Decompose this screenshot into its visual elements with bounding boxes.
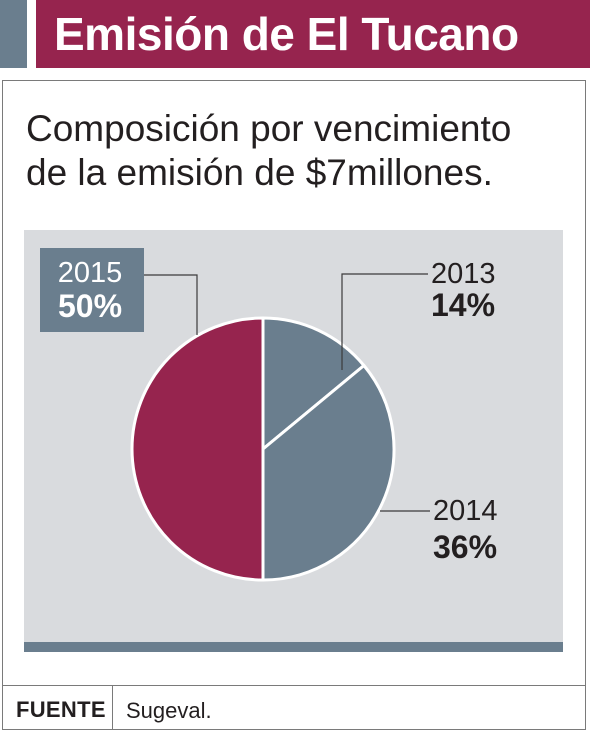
chart-title: Composición por vencimiento de la emisió… <box>26 107 576 195</box>
slice-value-2013: 14% <box>431 287 495 323</box>
header-accent-block <box>0 0 27 68</box>
footer-divider <box>112 686 113 730</box>
leader-line-2015 <box>144 274 198 335</box>
slice-label-2015: 2015 <box>58 257 123 289</box>
slice-value-2014: 36% <box>433 529 497 565</box>
pie-slice-2014 <box>261 364 396 582</box>
label-box-2015 <box>40 248 144 332</box>
slice-label-2013: 2013 <box>431 258 496 290</box>
chart-title-line-2: de la emisión de $7millones. <box>26 152 493 193</box>
header-title-bar <box>36 0 590 68</box>
source-label: FUENTE <box>16 697 106 722</box>
slice-label-2014: 2014 <box>433 495 498 527</box>
content-frame <box>2 80 586 730</box>
leader-line-2013 <box>341 273 428 370</box>
slice-value-2015: 50% <box>58 288 122 324</box>
header: Emisión de El Tucano <box>0 0 590 70</box>
pie-slices <box>130 316 396 582</box>
chart-baseline-bar <box>24 642 563 652</box>
page-title: Emisión de El Tucano <box>54 8 519 60</box>
pie-slice-2015 <box>130 316 265 582</box>
footer-rule <box>2 685 586 686</box>
pie-slice-2013 <box>261 316 366 451</box>
chart-title-line-1: Composición por vencimiento <box>26 108 512 149</box>
source-text: Sugeval. <box>126 698 212 723</box>
